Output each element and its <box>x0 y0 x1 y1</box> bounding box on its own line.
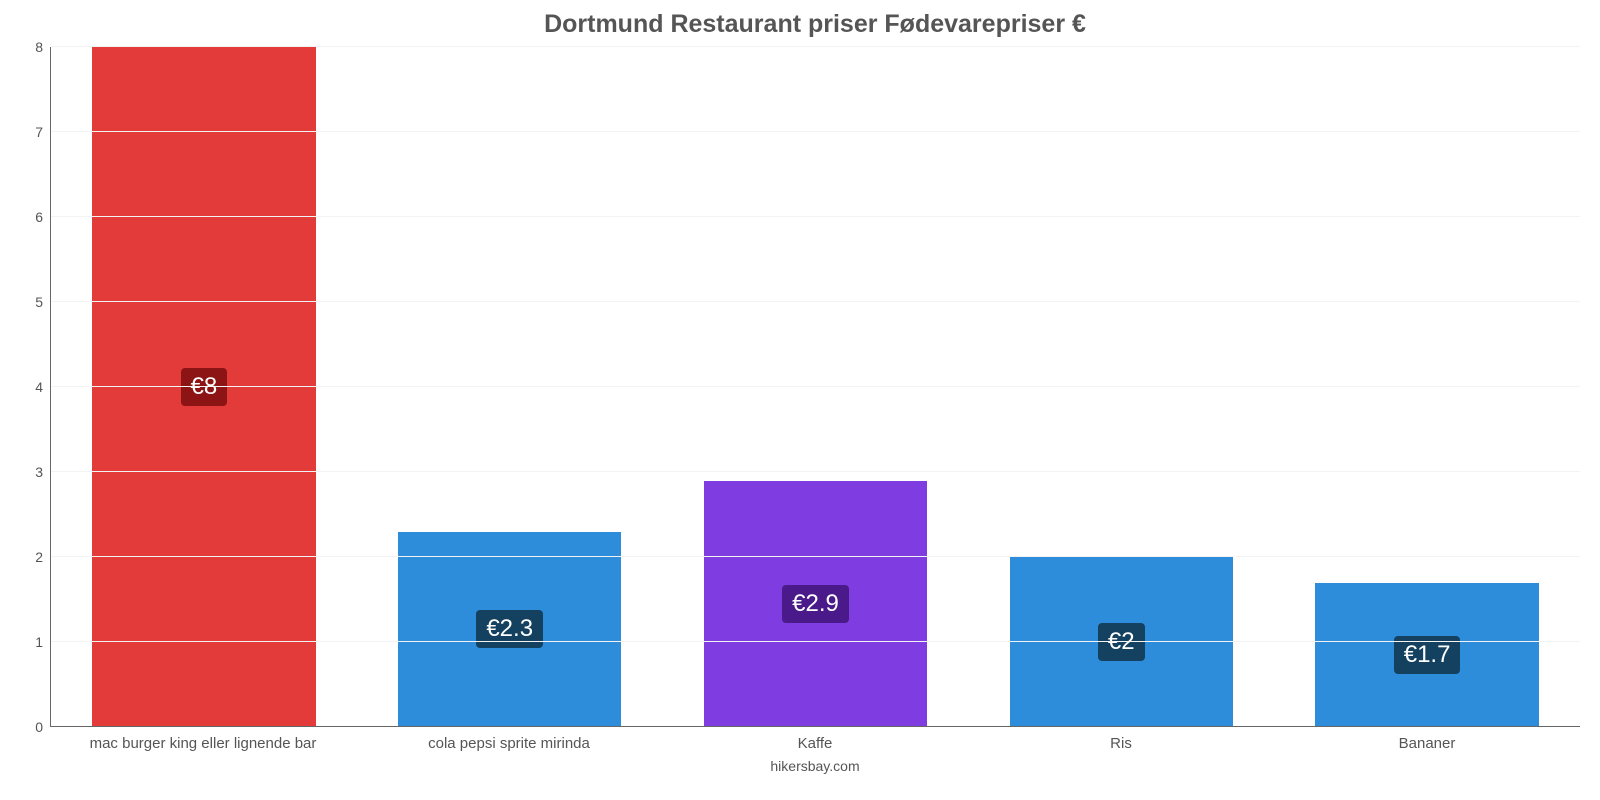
bar-slot: €2 <box>968 47 1274 727</box>
gridline <box>51 216 1580 217</box>
price-bar-chart: Dortmund Restaurant priser Fødevareprise… <box>0 0 1600 800</box>
x-tick-label: Kaffe <box>662 735 968 752</box>
bar: €2.3 <box>398 532 621 728</box>
chart-credit: hikersbay.com <box>50 758 1580 774</box>
y-tick-label: 1 <box>35 634 51 650</box>
y-tick-label: 5 <box>35 294 51 310</box>
value-badge: €8 <box>181 368 228 406</box>
gridline <box>51 556 1580 557</box>
y-tick-label: 6 <box>35 209 51 225</box>
gridline <box>51 301 1580 302</box>
chart-title: Dortmund Restaurant priser Fødevareprise… <box>50 10 1580 39</box>
x-tick-label: mac burger king eller lignende bar <box>50 735 356 752</box>
value-badge: €2.3 <box>476 610 543 648</box>
bar: €1.7 <box>1315 583 1538 728</box>
x-tick-label: cola pepsi sprite mirinda <box>356 735 662 752</box>
gridline <box>51 471 1580 472</box>
x-axis-labels: mac burger king eller lignende barcola p… <box>50 735 1580 752</box>
bars-container: €8 €2.3 €2.9 €2 €1.7 <box>51 47 1580 727</box>
bar: €2.9 <box>704 481 927 728</box>
bar-slot: €2.9 <box>663 47 969 727</box>
y-tick-label: 7 <box>35 124 51 140</box>
bar: €8 <box>92 47 315 727</box>
bar: €2 <box>1010 557 1233 727</box>
y-tick-label: 8 <box>35 39 51 55</box>
value-badge: €2 <box>1098 623 1145 661</box>
gridline <box>51 46 1580 47</box>
bar-slot: €1.7 <box>1274 47 1580 727</box>
y-tick-label: 2 <box>35 549 51 565</box>
plot-area: €8€2.3€2.9€2€1.7 012345678 <box>50 47 1580 727</box>
bar-slot: €8 <box>51 47 357 727</box>
gridline <box>51 386 1580 387</box>
gridline <box>51 641 1580 642</box>
gridline <box>51 131 1580 132</box>
bar-slot: €2.3 <box>357 47 663 727</box>
y-tick-label: 4 <box>35 379 51 395</box>
y-tick-label: 0 <box>35 719 51 735</box>
y-tick-label: 3 <box>35 464 51 480</box>
value-badge: €2.9 <box>782 585 849 623</box>
x-tick-label: Bananer <box>1274 735 1580 752</box>
x-axis-line <box>51 726 1580 727</box>
x-tick-label: Ris <box>968 735 1274 752</box>
